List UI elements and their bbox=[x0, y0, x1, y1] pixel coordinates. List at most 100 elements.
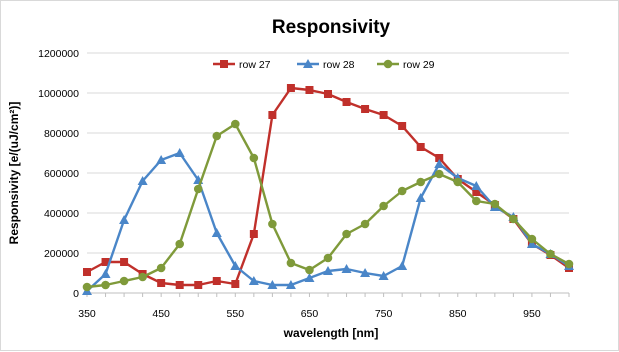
gridlines bbox=[87, 52, 569, 254]
data-point-row-29 bbox=[138, 272, 147, 282]
data-point-row-27 bbox=[324, 90, 332, 98]
data-point-row-27 bbox=[361, 105, 370, 113]
data-point-row-28 bbox=[397, 261, 408, 270]
legend-marker bbox=[220, 60, 228, 68]
data-point-row-27 bbox=[120, 258, 129, 266]
data-point-row-29 bbox=[175, 239, 184, 249]
legend-item-row-29: row 29 bbox=[377, 59, 435, 71]
data-point-row-28 bbox=[119, 215, 130, 224]
data-point-row-29 bbox=[527, 234, 537, 244]
data-point-row-29 bbox=[323, 253, 333, 263]
data-point-row-29 bbox=[416, 177, 425, 187]
data-point-row-29 bbox=[472, 196, 481, 206]
x-tick-label: 450 bbox=[152, 308, 170, 320]
data-point-row-28 bbox=[174, 148, 185, 157]
data-point-row-29 bbox=[453, 177, 463, 187]
data-point-row-29 bbox=[434, 169, 444, 179]
data-point-row-27 bbox=[231, 280, 240, 288]
data-point-row-27 bbox=[286, 84, 295, 92]
data-point-row-27 bbox=[175, 281, 184, 289]
data-point-row-27 bbox=[398, 122, 407, 130]
data-point-row-29 bbox=[268, 219, 277, 229]
y-axis-label: Responsivity [e/(uJ/cm²)] bbox=[7, 102, 21, 245]
data-point-row-29 bbox=[564, 259, 574, 269]
x-tick-label: 350 bbox=[78, 308, 96, 320]
y-tick-label: 1000000 bbox=[38, 88, 79, 100]
x-axis-label: wavelength [nm] bbox=[283, 326, 379, 340]
data-point-row-27 bbox=[268, 111, 277, 119]
y-tick-label: 0 bbox=[73, 288, 79, 300]
data-point-row-28 bbox=[285, 280, 296, 289]
data-point-row-27 bbox=[305, 86, 314, 94]
data-point-row-29 bbox=[119, 276, 129, 286]
data-point-row-29 bbox=[231, 119, 240, 129]
data-point-row-27 bbox=[101, 258, 110, 266]
data-point-row-27 bbox=[472, 188, 481, 196]
y-tick-label: 800000 bbox=[44, 128, 79, 140]
data-point-row-29 bbox=[397, 186, 407, 196]
data-point-row-28 bbox=[471, 181, 482, 190]
data-point-row-27 bbox=[342, 98, 351, 106]
data-point-row-29 bbox=[156, 263, 166, 273]
data-point-row-29 bbox=[546, 249, 555, 259]
data-point-row-29 bbox=[82, 282, 92, 292]
data-point-row-28 bbox=[267, 280, 278, 289]
data-point-row-27 bbox=[157, 279, 166, 287]
data-point-row-29 bbox=[101, 280, 110, 290]
data-point-row-28 bbox=[434, 159, 445, 168]
data-point-row-29 bbox=[305, 265, 314, 275]
legend-marker bbox=[383, 59, 393, 69]
data-point-row-28 bbox=[341, 264, 352, 273]
data-point-row-27 bbox=[194, 281, 203, 289]
data-point-row-27 bbox=[435, 154, 444, 162]
data-point-row-29 bbox=[342, 229, 351, 239]
legend-item-row-27: row 27 bbox=[213, 59, 271, 71]
data-point-row-28 bbox=[100, 269, 111, 278]
data-point-row-28 bbox=[156, 155, 167, 164]
y-tick-label: 200000 bbox=[44, 248, 79, 260]
data-point-row-27 bbox=[212, 277, 221, 285]
data-point-row-28 bbox=[526, 239, 537, 248]
data-point-row-29 bbox=[249, 153, 259, 163]
series-row-29 bbox=[82, 119, 574, 292]
x-tick-label: 750 bbox=[375, 308, 393, 320]
y-tick-label: 600000 bbox=[44, 168, 79, 180]
data-point-row-28 bbox=[230, 261, 241, 270]
data-point-row-29 bbox=[490, 199, 500, 209]
data-point-row-29 bbox=[379, 201, 388, 211]
data-point-row-28 bbox=[360, 268, 371, 277]
data-point-row-29 bbox=[212, 131, 222, 141]
data-point-row-27 bbox=[416, 143, 425, 151]
legend-item-row-28: row 28 bbox=[297, 59, 355, 71]
legend: row 27 row 28 row 29 bbox=[213, 59, 435, 71]
legend-label: row 28 bbox=[323, 59, 355, 71]
data-point-row-27 bbox=[379, 111, 388, 119]
data-point-row-28 bbox=[211, 228, 222, 237]
data-point-row-27 bbox=[249, 230, 258, 238]
data-point-row-28 bbox=[378, 271, 389, 280]
series-layer bbox=[82, 84, 574, 295]
series-row-28 bbox=[82, 148, 574, 295]
data-point-row-29 bbox=[286, 258, 296, 268]
x-tick-label: 950 bbox=[523, 308, 541, 320]
data-point-row-28 bbox=[415, 193, 426, 202]
data-point-row-28 bbox=[323, 266, 333, 275]
x-tick-label: 650 bbox=[301, 308, 319, 320]
axes: 0 200000 400000 600000 800000 1000000 1200000 3… bbox=[38, 48, 570, 320]
data-point-row-27 bbox=[83, 268, 91, 276]
x-tick-label: 550 bbox=[227, 308, 245, 320]
y-tick-label: 1200000 bbox=[38, 48, 79, 60]
x-tick-label: 850 bbox=[449, 308, 467, 320]
data-point-row-28 bbox=[248, 276, 259, 285]
chart-title: Responsivity bbox=[272, 17, 391, 38]
data-point-row-29 bbox=[360, 219, 370, 229]
data-point-row-28 bbox=[304, 273, 315, 282]
data-point-row-29 bbox=[193, 184, 203, 194]
data-point-row-29 bbox=[509, 214, 518, 224]
legend-label: row 29 bbox=[403, 59, 435, 71]
y-tick-label: 400000 bbox=[44, 208, 79, 220]
legend-marker bbox=[303, 59, 313, 68]
data-point-row-28 bbox=[137, 176, 148, 185]
legend-label: row 27 bbox=[239, 59, 271, 71]
